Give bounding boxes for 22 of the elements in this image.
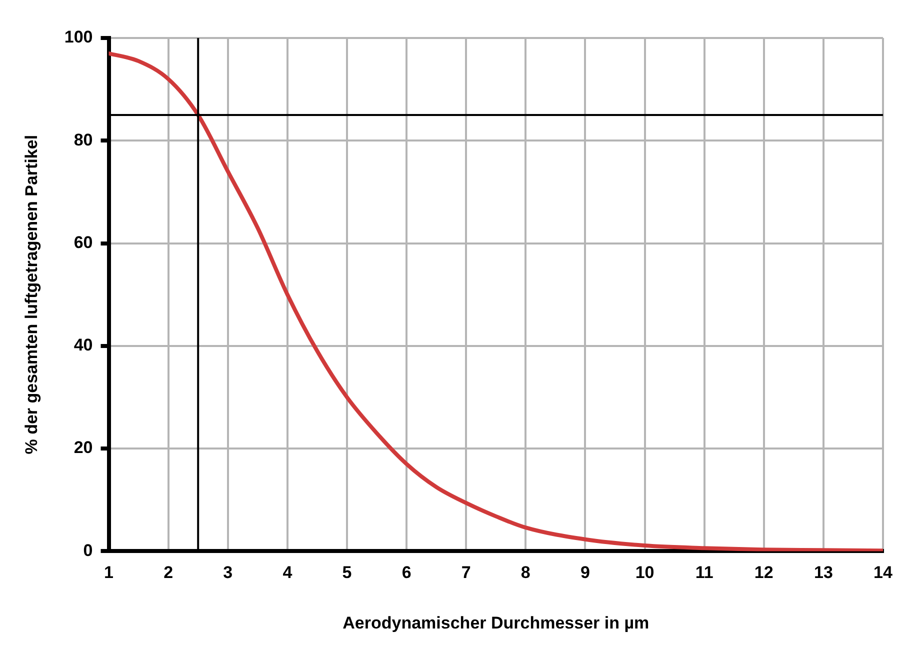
x-tick-label: 12 <box>754 563 774 582</box>
y-tick-label: 80 <box>74 130 93 150</box>
x-tick-label: 2 <box>164 563 174 582</box>
x-tick-label: 5 <box>342 563 352 582</box>
x-tick-label: 11 <box>695 563 714 582</box>
x-tick-label: 13 <box>814 563 833 582</box>
x-tick-label: 7 <box>461 563 471 582</box>
y-tick-label: 40 <box>74 336 93 355</box>
y-tick-label: 20 <box>74 438 93 458</box>
x-axis-title: Aerodynamischer Durchmesser in µm <box>342 613 650 632</box>
y-tick-label: 100 <box>64 28 93 47</box>
y-tick-label: 0 <box>83 540 93 560</box>
x-tick-label: 1 <box>104 563 114 582</box>
y-axis-title: % der gesamten luftgetragenen Partikel <box>22 134 41 454</box>
x-tick-label: 3 <box>223 563 233 582</box>
x-tick-label: 10 <box>635 563 654 582</box>
y-tick-label: 60 <box>74 232 93 252</box>
x-tick-label: 14 <box>874 563 893 582</box>
x-tick-label: 8 <box>520 563 530 582</box>
x-tick-label: 6 <box>402 563 412 582</box>
x-tick-label: 4 <box>282 563 293 582</box>
x-tick-label: 9 <box>580 563 590 582</box>
